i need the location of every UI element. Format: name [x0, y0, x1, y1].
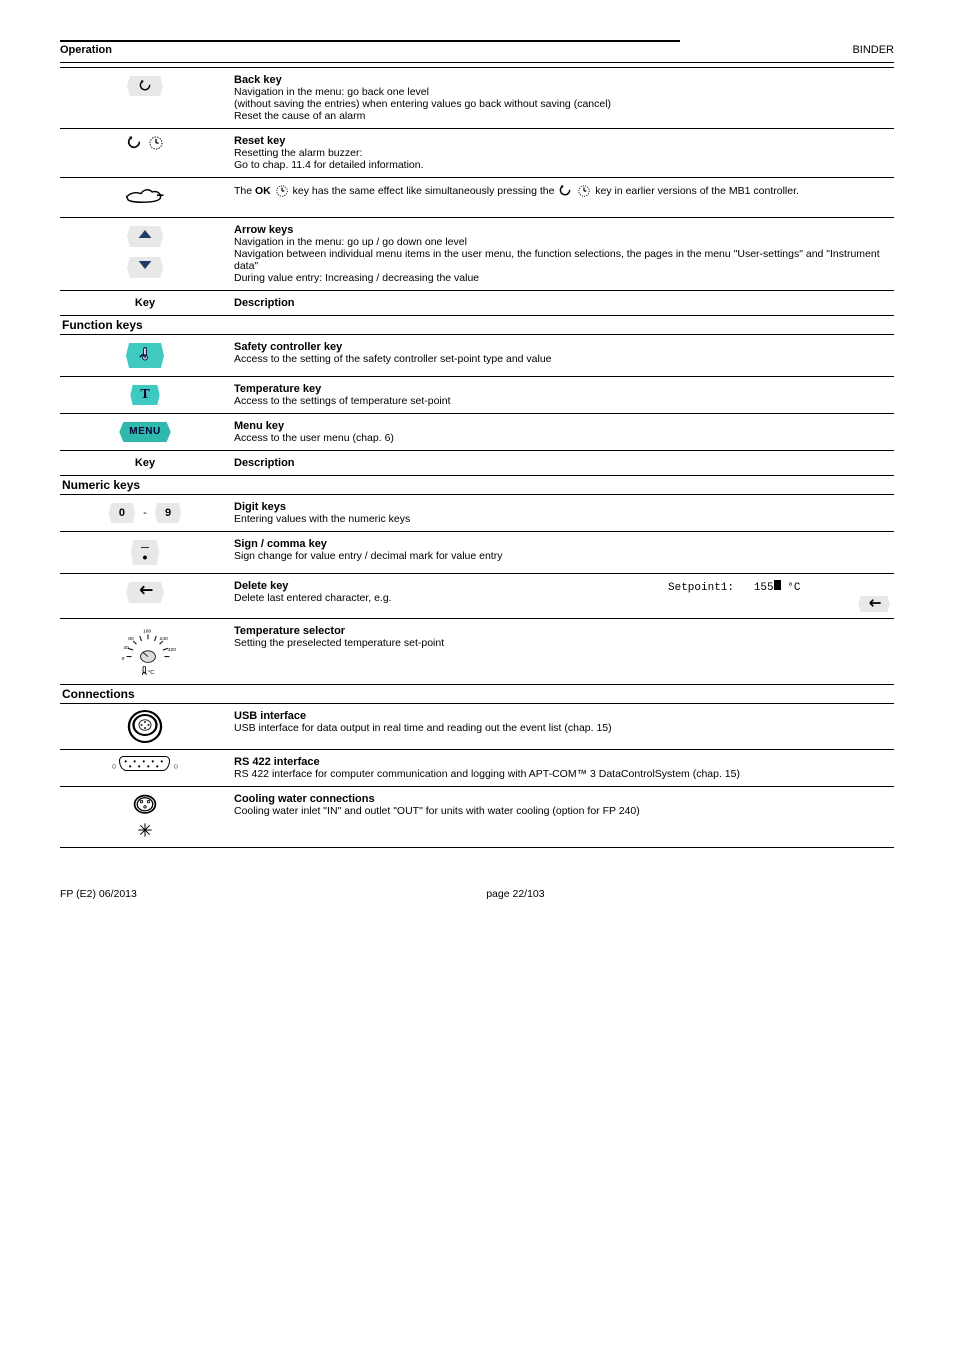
delete-key-icon	[126, 582, 164, 603]
cooling-label: Cooling water connections	[234, 793, 890, 805]
sign-key-label: Sign / comma key	[234, 538, 890, 550]
connections-title: Connections	[62, 687, 892, 701]
svg-text:°C: °C	[148, 670, 154, 675]
hand-pointer-icon	[125, 184, 165, 208]
svg-text:0: 0	[122, 656, 125, 662]
menu-key-desc: Access to the user menu (chap. 6)	[234, 432, 890, 444]
rs422-desc: RS 422 interface for computer communicat…	[234, 768, 890, 780]
menu-key-label: Menu key	[234, 420, 890, 432]
cooling-desc: Cooling water inlet "IN" and outlet "OUT…	[234, 805, 890, 817]
delete-key-label: Delete key	[234, 580, 660, 592]
serial-port-icon: • • • • • • • • •	[119, 756, 170, 771]
cooling-connector-icon	[132, 810, 158, 822]
note-reset-text3: key in earlier versions of the MB1 contr…	[595, 185, 799, 197]
digit-9-key-icon: 9	[155, 503, 181, 523]
temp-key-label: Temperature key	[234, 383, 890, 395]
temperature-key-icon: T	[130, 385, 159, 405]
function-keys-title: Function keys	[62, 318, 892, 332]
back-key-desc2: (without saving the entries) when enteri…	[234, 98, 890, 110]
arrow-desc2: Navigation between individual menu items…	[234, 248, 890, 272]
note-reset-text1: The	[234, 185, 255, 197]
reset-key-icon	[125, 137, 164, 149]
digit-keys-desc: Entering values with the numeric keys	[234, 513, 890, 525]
safety-controller-key-icon	[126, 343, 164, 368]
back-key-label: Back key	[234, 74, 890, 86]
back-key-desc1: Navigation in the menu: go back one leve…	[234, 86, 890, 98]
digit-keys-label: Digit keys	[234, 501, 890, 513]
footer-mid: page 22/103	[137, 888, 894, 900]
sign-key-icon: —•	[131, 540, 159, 565]
usb-desc: USB interface for data output in real ti…	[234, 722, 890, 734]
digit-0-key-icon: 0	[109, 503, 135, 523]
usb-port-icon	[128, 710, 163, 743]
svg-text:40: 40	[123, 645, 129, 651]
numeric-keys-header-desc: Description	[230, 451, 894, 476]
dial-label: Temperature selector	[234, 625, 890, 637]
clock-icon	[274, 184, 290, 198]
menu-key-icon: MENU	[119, 422, 170, 442]
delete-example-arrow-icon	[858, 596, 890, 612]
note-reset-text2: key has the same effect like simultaneou…	[293, 185, 558, 197]
dial-desc: Setting the preselected temperature set-…	[234, 637, 890, 649]
function-keys-header-key: Key	[60, 291, 230, 316]
footer-left: FP (E2) 06/2013	[60, 888, 137, 900]
snowflake-icon	[137, 829, 153, 841]
numeric-keys-title: Numeric keys	[62, 478, 892, 492]
svg-text:80: 80	[128, 636, 134, 642]
reset-key-label: Reset key	[234, 135, 890, 147]
arrow-down-key-icon	[127, 257, 163, 278]
svg-text:240: 240	[160, 636, 168, 642]
delete-example-display: Setpoint1: 155 °C	[668, 580, 890, 594]
back-key-desc3: Reset the cause of an alarm	[234, 110, 890, 122]
temperature-selector-icon: 0 40 80 160 240 320 °C	[115, 625, 175, 671]
arrow-keys-label: Arrow keys	[234, 224, 890, 236]
arrow-desc1: Navigation in the menu: go up / go down …	[234, 236, 890, 248]
note-ok-label: OK	[255, 185, 271, 197]
header-left: Operation	[60, 44, 112, 56]
function-keys-header-desc: Description	[230, 291, 894, 316]
rs422-port-icon: ○	[111, 761, 119, 771]
delete-key-desc: Delete last entered character, e.g.	[234, 592, 660, 604]
usb-label: USB interface	[234, 710, 890, 722]
arrow-desc3: During value entry: Increasing / decreas…	[234, 272, 890, 284]
arrow-up-key-icon	[127, 226, 163, 247]
reset-key-desc1: Resetting the alarm buzzer:	[234, 147, 890, 159]
key-description-table: Back key Navigation in the menu: go back…	[60, 67, 894, 848]
back-key-icon	[127, 76, 163, 96]
rs422-label: RS 422 interface	[234, 756, 890, 768]
svg-text:320: 320	[168, 647, 176, 653]
safety-key-desc: Access to the setting of the safety cont…	[234, 353, 890, 365]
sign-key-desc: Sign change for value entry / decimal ma…	[234, 550, 890, 562]
temp-key-desc: Access to the settings of temperature se…	[234, 395, 890, 407]
back-icon	[557, 184, 573, 198]
clock-icon	[576, 184, 592, 198]
reset-key-desc2: Go to chap. 11.4 for detailed informatio…	[234, 159, 890, 171]
header-right: BINDER	[852, 44, 894, 56]
svg-text:160: 160	[143, 629, 151, 635]
numeric-keys-header-key: Key	[60, 451, 230, 476]
safety-key-label: Safety controller key	[234, 341, 890, 353]
